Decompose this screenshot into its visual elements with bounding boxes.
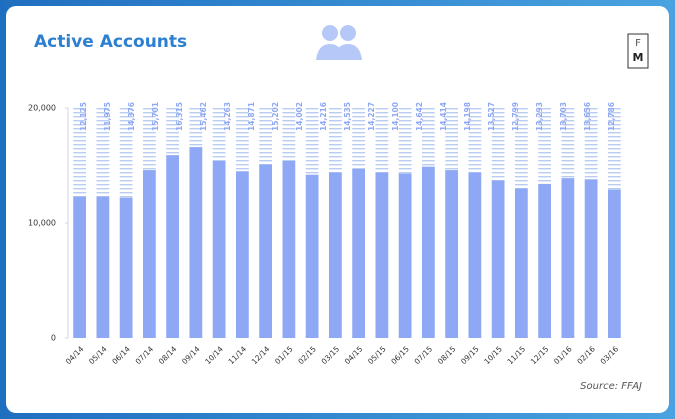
- bar-background: [561, 108, 575, 179]
- bar-background: [166, 108, 180, 156]
- bar-background: [96, 108, 110, 197]
- logo-letter: M: [633, 51, 644, 64]
- bar: [561, 178, 575, 338]
- bar: [607, 189, 621, 338]
- annotation: 12,799: [511, 102, 520, 131]
- bar: [73, 196, 87, 338]
- annotation: 15,701: [151, 102, 160, 131]
- bar: [584, 179, 598, 338]
- bar-background: [607, 108, 621, 190]
- bar-background: [398, 108, 412, 174]
- bar-background: [491, 108, 505, 181]
- y-tick-label: 20,000: [28, 104, 56, 113]
- annotation: 14,216: [319, 102, 328, 131]
- annotation: 14,376: [127, 102, 136, 131]
- bar: [468, 172, 482, 338]
- bar-background: [584, 108, 598, 180]
- bar-background: [445, 108, 459, 171]
- bar-background: [328, 108, 342, 173]
- bar: [305, 174, 319, 338]
- annotation: 14,263: [223, 102, 232, 131]
- annotation: 14,198: [463, 102, 472, 131]
- bar-background: [538, 108, 552, 184]
- annotation: 14,002: [295, 102, 304, 131]
- annotation: 14,871: [247, 102, 256, 131]
- bar: [421, 166, 435, 338]
- y-tick-label: 0: [51, 334, 56, 343]
- source: Source: FFAJ: [580, 381, 642, 392]
- bar: [328, 172, 342, 338]
- bar-background: [421, 108, 435, 167]
- annotation: 12,125: [79, 102, 88, 131]
- bar: [352, 168, 366, 338]
- annotation: 13,293: [535, 102, 544, 131]
- bar: [375, 172, 389, 338]
- y-tick-label: 10,000: [28, 219, 56, 228]
- bar: [166, 155, 180, 338]
- bar-background: [235, 108, 249, 172]
- annotation: 15,462: [199, 102, 208, 131]
- annotation: 16,315: [175, 102, 184, 131]
- bar: [235, 171, 249, 338]
- bar: [96, 196, 110, 338]
- annotation: 14,535: [343, 102, 352, 131]
- annotation: 13,527: [487, 102, 496, 131]
- bar: [445, 170, 459, 338]
- bar-background: [73, 108, 87, 197]
- bar: [259, 164, 273, 338]
- annotation: 15,202: [271, 102, 280, 131]
- bar-background: [142, 108, 156, 171]
- annotation: 13,656: [583, 102, 592, 131]
- bar: [142, 170, 156, 338]
- annotation: 12,786: [607, 102, 616, 131]
- bar-background: [119, 108, 133, 198]
- bar-background: [189, 108, 203, 148]
- annotation: 11,975: [103, 102, 112, 131]
- bar-background: [282, 108, 296, 161]
- bar-background: [375, 108, 389, 173]
- bar: [514, 188, 528, 338]
- bar-background: [259, 108, 273, 165]
- bar: [212, 160, 226, 338]
- bar: [282, 160, 296, 338]
- chart-title: Active Accounts: [34, 32, 187, 52]
- annotation: 14,642: [415, 102, 424, 131]
- annotation: 14,227: [367, 102, 376, 131]
- bar: [119, 197, 133, 338]
- bar-background: [352, 108, 366, 169]
- bar: [189, 147, 203, 338]
- bar: [538, 183, 552, 338]
- annotation: 13,703: [559, 102, 568, 131]
- bar-background: [305, 108, 319, 175]
- annotation: 14,100: [391, 102, 400, 131]
- annotation: 14,414: [439, 102, 448, 131]
- people-icon: [316, 25, 362, 60]
- bar: [491, 180, 505, 338]
- logo-letter: F: [635, 38, 641, 49]
- bar-background: [468, 108, 482, 173]
- bar: [398, 173, 412, 338]
- logo-box: [627, 33, 649, 69]
- bar-background: [212, 108, 226, 161]
- bar-background: [514, 108, 528, 189]
